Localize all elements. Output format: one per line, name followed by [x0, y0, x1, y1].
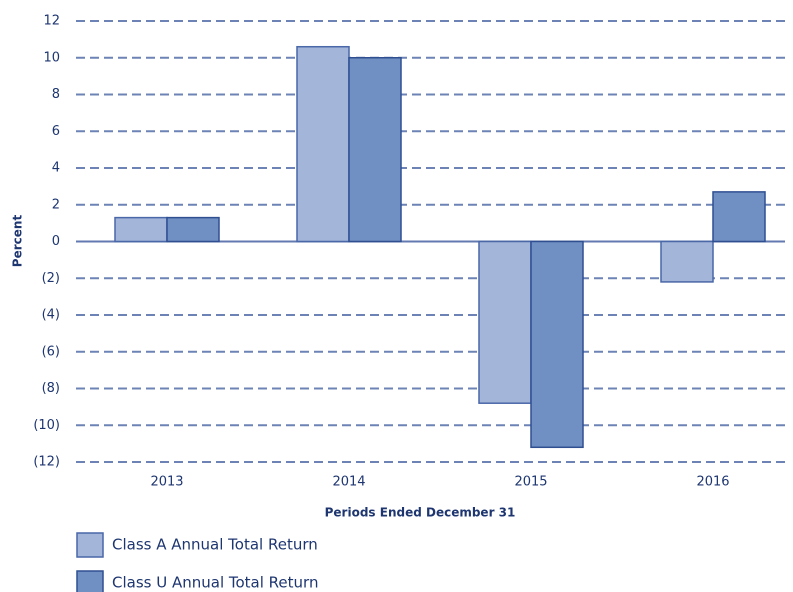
bar	[348, 57, 402, 243]
x-tick-label: 2013	[150, 475, 183, 490]
y-tick-label: (6)	[42, 344, 60, 359]
y-tick-label: 4	[52, 161, 60, 176]
y-tick-label: (2)	[42, 271, 60, 286]
bar	[478, 240, 532, 404]
legend-swatch	[76, 570, 104, 592]
bar	[114, 216, 168, 243]
y-tick-label: 6	[52, 124, 60, 139]
bar	[530, 240, 584, 449]
y-tick-label: 2	[52, 197, 60, 212]
bar	[660, 240, 714, 283]
x-tick-label: 2014	[332, 475, 365, 490]
y-tick-label: (4)	[42, 308, 60, 323]
y-axis-title: Percent	[11, 215, 25, 268]
bar	[296, 45, 350, 243]
y-tick-label: 10	[43, 50, 60, 65]
y-tick-label: 12	[43, 14, 60, 29]
y-tick-label: (10)	[33, 418, 60, 433]
x-tick-label: 2016	[696, 475, 729, 490]
y-tick-label: 0	[52, 234, 60, 249]
y-tick-label: (12)	[33, 455, 60, 470]
bar	[166, 216, 220, 243]
y-tick-label: 8	[52, 87, 60, 102]
x-tick-label: 2015	[514, 475, 547, 490]
y-tick-label: (8)	[42, 381, 60, 396]
x-axis-title: Periods Ended December 31	[325, 506, 516, 520]
legend-label: Class U Annual Total Return	[112, 574, 318, 592]
legend-label: Class A Annual Total Return	[112, 536, 318, 554]
legend-swatch	[76, 532, 104, 558]
bar	[712, 191, 766, 243]
